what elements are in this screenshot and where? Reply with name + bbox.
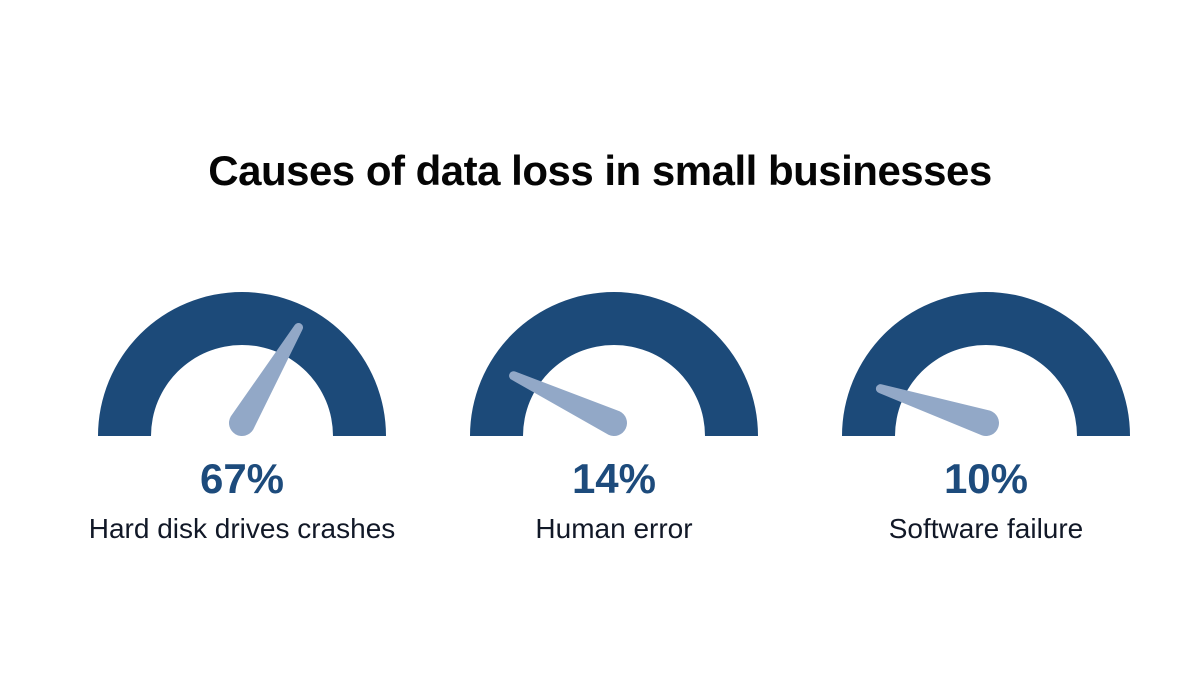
gauge-needle-icon — [509, 371, 627, 436]
gauge-value: 14% — [571, 455, 657, 502]
gauge-needle-icon — [875, 384, 999, 436]
gauge-caption: 67% Hard disk drives crashes — [89, 448, 396, 545]
gauge-row: 67% Hard disk drives crashes 14% Human e… — [56, 284, 1172, 545]
gauge-needle-icon — [229, 323, 303, 436]
gauge-arc — [470, 292, 758, 436]
gauge-software-failure: 10% Software failure — [800, 284, 1172, 545]
gauge-value: 67% — [199, 455, 285, 502]
gauge-label: Human error — [535, 513, 693, 545]
gauge-caption: 10% Software failure — [889, 448, 1084, 545]
gauge-dial — [98, 292, 386, 436]
gauge-arc — [842, 292, 1130, 436]
gauge-dial — [842, 292, 1130, 436]
gauge-arc — [98, 292, 386, 436]
gauge-label: Hard disk drives crashes — [88, 513, 396, 545]
gauge-label: Software failure — [888, 513, 1084, 545]
gauge-caption: 14% Human error — [535, 448, 692, 545]
gauge-dial — [470, 292, 758, 436]
gauge-human-error: 14% Human error — [428, 284, 800, 545]
chart-title: Causes of data loss in small businesses — [208, 147, 992, 194]
gauge-hard-disk-crashes: 67% Hard disk drives crashes — [56, 284, 428, 545]
gauge-value: 10% — [943, 455, 1029, 502]
